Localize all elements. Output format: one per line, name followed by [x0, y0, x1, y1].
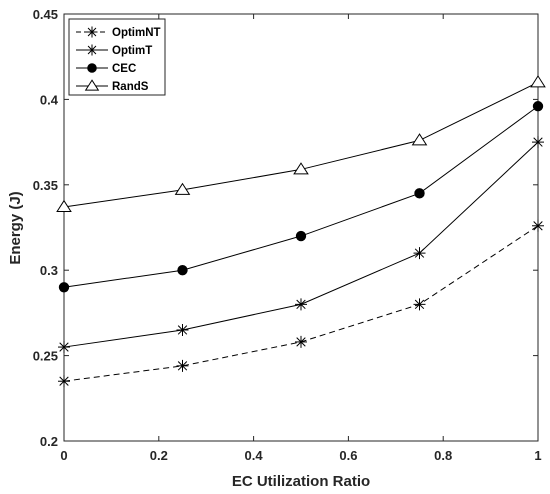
data-point-optimnt	[532, 219, 544, 232]
y-axis-title: Energy (J)	[7, 191, 24, 264]
data-point-optimnt	[176, 359, 189, 372]
data-point-rands	[293, 162, 309, 175]
series-rands	[56, 75, 546, 213]
data-point-optimt	[176, 323, 189, 336]
data-point-cec	[295, 230, 307, 242]
data-point-cec	[58, 282, 70, 293]
data-point-rands	[530, 75, 546, 88]
legend-label-optimt: OptimT	[112, 45, 152, 57]
x-tick-label: 0.2	[150, 448, 168, 463]
data-point-optimnt	[295, 335, 307, 348]
data-point-optimt	[532, 136, 544, 149]
legend-label-optimnt: OptimNT	[112, 27, 161, 39]
y-tick-label: 0.2	[40, 434, 58, 449]
data-point-cec	[532, 101, 544, 112]
legend-label-rands: RandS	[112, 81, 149, 93]
legend-label-cec: CEC	[112, 63, 136, 75]
series-cec	[58, 101, 544, 293]
legend: OptimNT OptimT CEC RandS	[68, 18, 166, 96]
y-tick-label: 0.45	[33, 7, 58, 22]
legend-marker-optimnt	[86, 26, 98, 38]
y-tick-label: 0.25	[33, 349, 58, 364]
data-point-optimt	[413, 247, 426, 260]
y-tick-label: 0.4	[40, 92, 59, 107]
x-tick-label: 0.4	[245, 448, 264, 463]
data-point-rands	[56, 199, 72, 213]
series-layer	[56, 75, 546, 388]
series-optimnt	[58, 219, 544, 388]
data-point-cec	[414, 188, 425, 199]
legend-marker-rands	[84, 79, 100, 91]
data-point-optimt	[295, 298, 307, 311]
data-point-rands	[174, 182, 191, 195]
data-point-optimt	[58, 341, 70, 354]
x-tick-label: 1	[534, 448, 541, 463]
x-axis-title: EC Utilization Ratio	[232, 473, 370, 490]
x-tick-label: 0.6	[339, 448, 357, 463]
y-axis: 0.2 0.25 0.3 0.35 0.4 0.45	[33, 7, 538, 449]
legend-marker-optimt	[86, 44, 98, 56]
data-point-optimnt	[413, 298, 426, 311]
series-optimt	[58, 136, 544, 354]
y-tick-label: 0.3	[40, 263, 58, 278]
data-point-cec	[177, 265, 188, 276]
legend-marker-cec	[87, 63, 97, 73]
data-point-optimnt	[58, 375, 70, 388]
x-tick-label: 0.8	[434, 448, 452, 463]
x-tick-label: 0	[60, 448, 67, 463]
y-tick-label: 0.35	[33, 178, 58, 193]
series-line-rands	[63, 81, 539, 208]
x-axis: 0 0.2 0.4 0.6 0.8 1	[60, 14, 542, 463]
data-point-rands	[411, 133, 428, 146]
